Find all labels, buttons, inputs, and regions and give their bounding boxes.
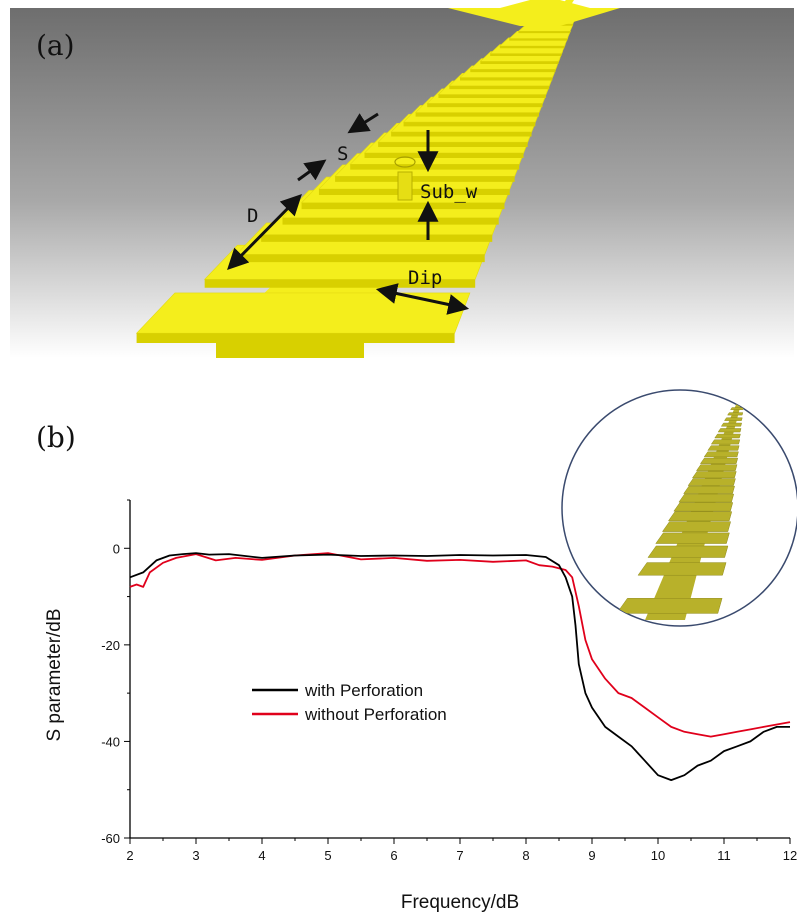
dipole-arm-edge	[364, 152, 524, 159]
inset-dipole	[691, 471, 737, 479]
annotation-s: S	[337, 143, 348, 165]
arrow-d	[227, 194, 302, 270]
plot-area: 2 3 4 5 6 7 8 9 10 11 12 0 -20 -40 -60	[101, 499, 797, 863]
dipole-arm-edge	[415, 112, 539, 117]
x-tick-label: 7	[456, 848, 463, 863]
dipole-arm-edge	[427, 103, 543, 108]
dipole-arm-edge	[282, 217, 499, 225]
x-tick-label: 11	[717, 848, 731, 863]
inset-dipole	[661, 521, 731, 532]
dipole-arm-edge	[490, 53, 562, 57]
inset-dipole	[696, 464, 738, 471]
dipole-arm-edge	[335, 176, 515, 182]
dipole-arm-edge	[318, 189, 510, 196]
arrow-s-lower	[297, 159, 327, 182]
inset-dipole	[710, 439, 741, 445]
dipole-arm-edge	[378, 142, 528, 147]
dipole-arm-edge	[136, 333, 455, 344]
x-tick-label: 8	[522, 848, 529, 863]
dipole-arm-edge	[449, 85, 550, 90]
dipole-arm-edge	[236, 254, 485, 263]
inset-dipole	[699, 457, 739, 464]
inset-dipole	[727, 412, 744, 416]
annotation-dip: Dip	[408, 267, 442, 289]
inset-dipole	[687, 478, 736, 486]
annotation-sub-w: Sub_w	[420, 181, 478, 203]
y-tick-label: -60	[101, 831, 120, 846]
inset-dipole	[724, 417, 743, 421]
dipole-arm-edge	[391, 131, 532, 137]
annotation-arrows	[227, 112, 470, 315]
inset-dipole	[647, 545, 729, 558]
inset-strip	[616, 400, 744, 620]
dipole-arm-edge	[459, 77, 553, 81]
x-tick-label: 5	[324, 848, 331, 863]
inset-strip-body	[645, 400, 742, 620]
legend-label: without Perforation	[304, 705, 447, 724]
dipole-arm-edge	[438, 94, 546, 99]
y-axis-title: S parameter/dB	[44, 608, 65, 741]
dipole-arm-edge	[301, 202, 505, 210]
panel-a-illustration: (a) S Sub_w D Dip	[10, 0, 794, 358]
legend: with Perforation without Perforation	[252, 681, 447, 724]
inset-dipole	[616, 598, 723, 614]
inset-dipole	[655, 532, 730, 544]
x-tick-label: 6	[390, 848, 397, 863]
dipole-arm-edge	[509, 38, 568, 41]
x-tick-label: 12	[783, 848, 797, 863]
inset-dipole	[703, 451, 739, 458]
y-tick-label: -20	[101, 638, 120, 653]
x-tick-label: 9	[588, 848, 595, 863]
strip-far-end	[448, 0, 620, 26]
x-tick-label: 10	[651, 848, 665, 863]
inset-dipole	[730, 407, 744, 410]
y-tick-label: 0	[113, 541, 120, 556]
inset-dipole	[673, 502, 734, 512]
strip-side	[216, 340, 364, 358]
via-top	[394, 156, 416, 168]
series-line	[129, 552, 790, 781]
dipole-arm-edge	[403, 122, 536, 127]
arrow-dip	[375, 283, 470, 315]
x-tick-label: 4	[258, 848, 265, 863]
inset-dipole	[683, 485, 735, 494]
annotation-d: D	[247, 205, 258, 227]
via-post	[397, 171, 413, 201]
inset-dipole	[637, 562, 727, 576]
x-tick-label: 2	[126, 848, 133, 863]
dipole-arm-edge	[499, 45, 565, 49]
y-tick-label: -40	[101, 734, 120, 749]
inset-dipole	[678, 493, 735, 503]
inset-dipole	[717, 428, 742, 433]
dipole-arm-edge	[518, 31, 571, 34]
inset-dipole	[720, 422, 742, 427]
inset-dipole	[707, 445, 740, 451]
dipole-arm-edge	[480, 61, 559, 65]
legend-label: with Perforation	[304, 681, 423, 700]
x-axis-title: Frequency/dB	[401, 892, 519, 913]
panel-b-label: (b)	[36, 421, 76, 454]
x-tick-label: 3	[192, 848, 199, 863]
panel-a-label: (a)	[36, 29, 75, 62]
dipole-arm-edge	[470, 69, 556, 73]
inset-illustration	[561, 389, 797, 627]
inset-dipole	[667, 511, 733, 522]
dipole-arm-edge	[261, 234, 493, 242]
inset-circle	[561, 389, 797, 627]
dipole-arm-edge	[350, 164, 520, 170]
series-line	[129, 552, 791, 738]
metal-strip	[135, 0, 620, 358]
arrow-s-upper	[347, 112, 379, 134]
inset-dipole	[714, 433, 741, 439]
